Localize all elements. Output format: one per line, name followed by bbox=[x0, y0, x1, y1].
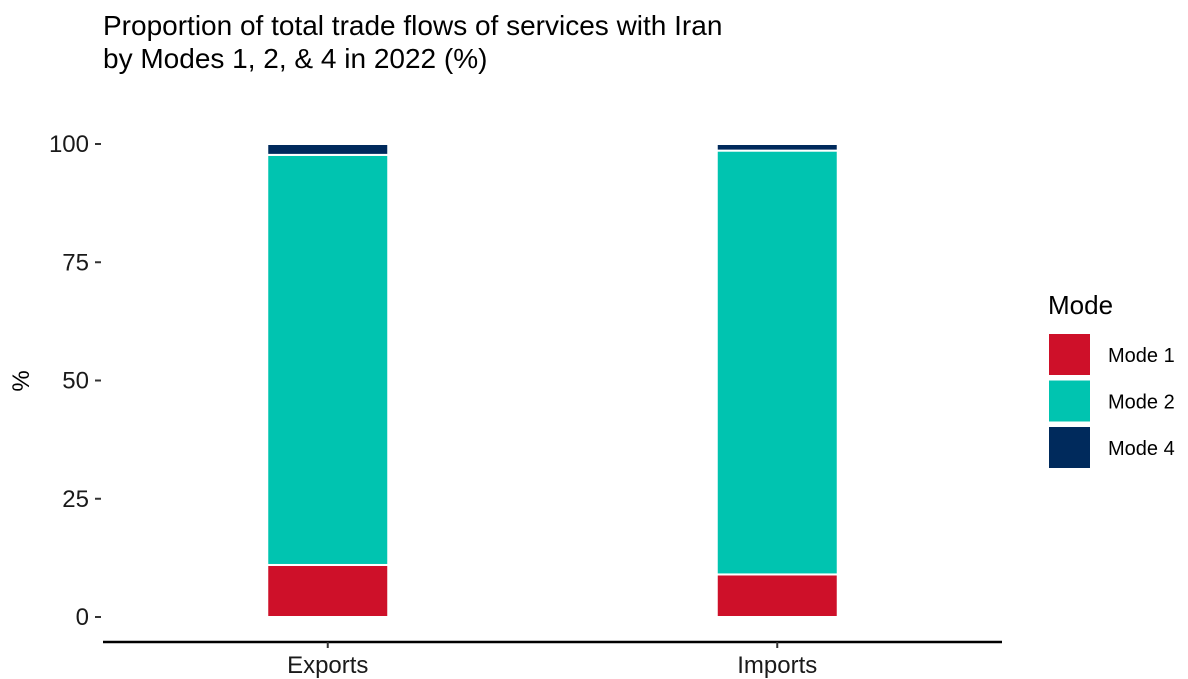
bars bbox=[266, 143, 839, 618]
legend-swatch bbox=[1049, 334, 1090, 375]
bar-segment bbox=[715, 143, 839, 152]
y-tick-label: 75 bbox=[62, 249, 89, 276]
legend-title: Mode bbox=[1048, 290, 1113, 320]
bar-segment bbox=[266, 563, 390, 618]
y-tick-label: 25 bbox=[62, 486, 89, 513]
y-tick-label: 0 bbox=[76, 604, 89, 631]
bar-segment bbox=[715, 573, 839, 618]
legend-label: Mode 4 bbox=[1108, 438, 1175, 460]
bar-segment bbox=[266, 143, 390, 156]
bar-segment bbox=[266, 153, 390, 566]
legend-label: Mode 1 bbox=[1108, 345, 1175, 367]
chart-title: Proportion of total trade flows of servi… bbox=[103, 10, 723, 41]
y-axis: 0 25 50 75 100 bbox=[49, 131, 101, 631]
y-tick-label: 50 bbox=[62, 368, 89, 395]
legend-label: Mode 2 bbox=[1108, 392, 1175, 414]
bar-segment bbox=[715, 149, 839, 576]
y-tick-label: 100 bbox=[49, 131, 89, 158]
chart-subtitle: by Modes 1, 2, & 4 in 2022 (%) bbox=[103, 43, 488, 74]
legend-swatch bbox=[1049, 380, 1090, 422]
legend-swatch bbox=[1049, 427, 1090, 468]
legend: Mode Mode 1 Mode 2 Mode 4 bbox=[1048, 290, 1175, 468]
x-axis: Exports Imports bbox=[103, 640, 1002, 679]
x-tick-label: Imports bbox=[737, 652, 817, 679]
x-tick-label: Exports bbox=[287, 652, 368, 679]
y-axis-title: % bbox=[8, 370, 35, 391]
